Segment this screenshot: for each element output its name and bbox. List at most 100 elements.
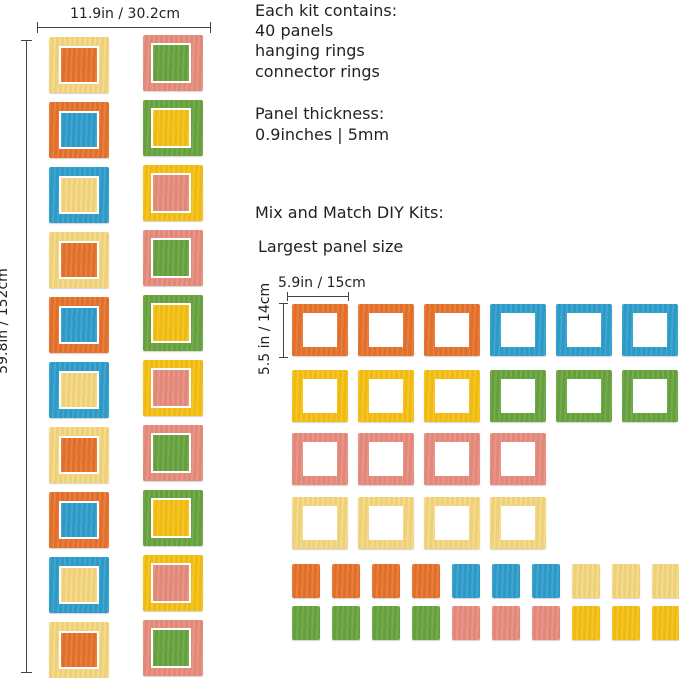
largest-panel-heading: Largest panel size: [258, 237, 404, 256]
height-dimension-tick-top: [21, 40, 32, 41]
height-dimension-line: [26, 40, 27, 673]
small-panel: [532, 564, 560, 598]
inner-panel: [151, 628, 191, 668]
inner-panel: [151, 303, 191, 343]
panel-cutout: [303, 506, 337, 540]
inner-panel: [59, 566, 99, 604]
small-panel: [652, 606, 679, 640]
large-panel: [358, 497, 414, 549]
width-label: 11.9in / 30.2cm: [70, 6, 181, 22]
panel-cutout: [369, 379, 403, 413]
large-panel: [424, 304, 480, 356]
hanging-panel: [49, 557, 109, 613]
panel-cutout: [435, 506, 469, 540]
large-panel: [292, 370, 348, 422]
inner-panel: [151, 433, 191, 473]
small-panel: [372, 606, 400, 640]
hanging-panel: [143, 620, 203, 676]
hanging-panel: [143, 425, 203, 481]
inner-panel: [59, 306, 99, 344]
inner-panel: [59, 46, 99, 84]
inner-panel: [151, 238, 191, 278]
inner-panel: [59, 176, 99, 214]
small-panel: [532, 606, 560, 640]
large-panel: [622, 304, 678, 356]
large-panel: [292, 304, 348, 356]
panel-height-tick-bottom: [279, 357, 288, 358]
small-panel: [452, 564, 480, 598]
small-panel: [492, 606, 520, 640]
hanging-panel: [143, 360, 203, 416]
inner-panel: [59, 631, 99, 669]
panel-cutout: [369, 313, 403, 347]
large-panel: [358, 304, 414, 356]
width-dimension-tick-right: [210, 22, 211, 33]
large-panel: [292, 497, 348, 549]
large-panel: [490, 433, 546, 485]
large-panel: [424, 370, 480, 422]
inner-panel: [59, 436, 99, 474]
panel-width-tick-left: [287, 292, 288, 301]
large-panel: [490, 304, 546, 356]
inner-panel: [151, 43, 191, 83]
panel-width-label: 5.9in / 15cm: [278, 275, 366, 291]
small-panel: [372, 564, 400, 598]
panel-width-line: [287, 296, 349, 297]
inner-panel: [151, 173, 191, 213]
inner-panel: [151, 563, 191, 603]
panel-cutout: [501, 442, 535, 476]
hanging-panel: [143, 555, 203, 611]
panel-cutout: [435, 442, 469, 476]
inner-panel: [59, 501, 99, 539]
small-panel: [452, 606, 480, 640]
inner-panel: [151, 498, 191, 538]
small-panel: [652, 564, 679, 598]
hanging-panel: [49, 232, 109, 288]
large-panel: [556, 370, 612, 422]
panel-cutout: [303, 313, 337, 347]
panel-cutout: [633, 313, 667, 347]
mix-match-heading: Mix and Match DIY Kits:: [255, 203, 444, 222]
small-panel: [332, 606, 360, 640]
hanging-panel: [143, 490, 203, 546]
thickness-value: 0.9inches | 5mm: [255, 125, 390, 144]
hanging-panel: [49, 492, 109, 548]
inner-panel: [59, 241, 99, 279]
inner-panel: [151, 368, 191, 408]
hanging-panel: [143, 295, 203, 351]
hanging-panel: [143, 165, 203, 221]
panel-cutout: [567, 379, 601, 413]
large-panel: [622, 370, 678, 422]
hanging-panel: [49, 622, 109, 678]
small-panel: [492, 564, 520, 598]
hanging-panel: [49, 362, 109, 418]
panel-cutout: [567, 313, 601, 347]
thickness-heading: Panel thickness:: [255, 104, 385, 123]
small-panel: [332, 564, 360, 598]
small-panel: [612, 606, 640, 640]
panel-height-line: [283, 303, 284, 358]
width-dimension-tick-left: [37, 22, 38, 33]
kit-item: connector rings: [255, 62, 380, 81]
height-dimension-tick-bottom: [21, 672, 32, 673]
kit-item: 40 panels: [255, 21, 334, 40]
large-panel: [490, 370, 546, 422]
small-panel: [612, 564, 640, 598]
width-dimension-line: [37, 27, 211, 28]
panel-height-label: 5.5 in / 14cm: [257, 282, 273, 376]
large-panel: [358, 370, 414, 422]
panel-height-tick-top: [279, 303, 288, 304]
small-panel: [572, 606, 600, 640]
inner-panel: [59, 371, 99, 409]
panel-cutout: [501, 379, 535, 413]
hanging-panel: [49, 37, 109, 93]
hanging-panel: [49, 297, 109, 353]
hanging-panel: [49, 102, 109, 158]
panel-cutout: [369, 442, 403, 476]
small-panel: [292, 564, 320, 598]
hanging-panel: [143, 230, 203, 286]
panel-cutout: [501, 313, 535, 347]
panel-cutout: [303, 442, 337, 476]
hanging-panel: [49, 427, 109, 483]
panel-width-tick-right: [348, 292, 349, 301]
